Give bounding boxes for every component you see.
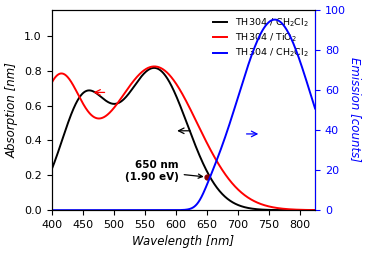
Legend: TH304 / CH$_2$Cl$_2$, TH304 / TiO$_2$, TH304 / CH$_2$Cl$_2$: TH304 / CH$_2$Cl$_2$, TH304 / TiO$_2$, T… [211,14,310,61]
Text: 650 nm
(1.90 eV): 650 nm (1.90 eV) [125,161,202,182]
X-axis label: Wavelength [nm]: Wavelength [nm] [132,235,234,248]
Y-axis label: Absorption [nm]: Absorption [nm] [6,62,18,158]
Y-axis label: Emission [counts]: Emission [counts] [350,57,362,162]
